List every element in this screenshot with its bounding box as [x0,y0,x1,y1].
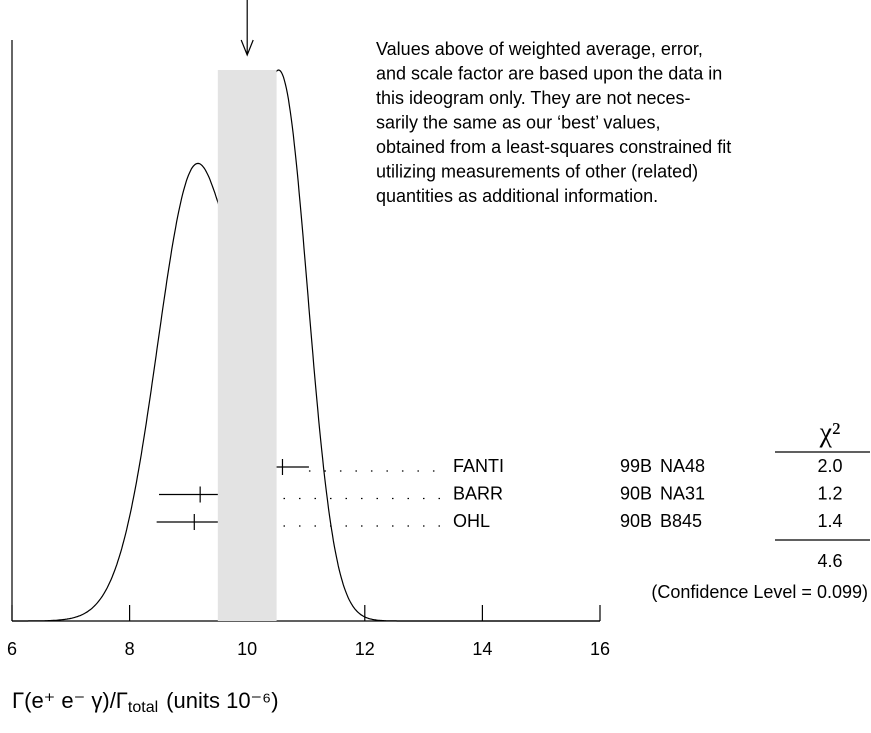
x-label-main: Γ(e⁺ e⁻ γ)/Γ [12,688,128,713]
average-arrow [240,0,254,57]
measurement-name: FANTI [453,456,504,476]
x-tick-label: 12 [355,639,375,659]
measurement-name: BARR [453,483,503,503]
note-line: this ideogram only. They are not neces- [376,88,691,108]
measurement-reference: 90B [620,511,652,531]
x-label-units: (units 10⁻⁶) [166,688,278,713]
note-line: quantities as additional information. [376,186,658,206]
x-tick-label: 10 [237,639,257,659]
x-tick-label: 6 [7,639,17,659]
x-tick-label: 14 [472,639,492,659]
x-tick-label: 8 [125,639,135,659]
note-line: obtained from a least-squares constraine… [376,137,731,157]
note-line: Values above of weighted average, error, [376,39,703,59]
measurement-chi2: 1.2 [817,483,842,503]
measurement-experiment: NA31 [660,483,705,503]
average-band [217,70,277,621]
note-line: utilizing measurements of other (related… [376,161,698,181]
measurement-reference: 99B [620,456,652,476]
chi2-total: 4.6 [817,551,842,571]
measurement-experiment: B845 [660,511,702,531]
x-axis-label: Γ(e⁺ e⁻ γ)/Γtotal (units 10⁻⁶) [12,688,279,716]
measurement-chi2: 2.0 [817,456,842,476]
measurement-reference: 90B [620,483,652,503]
confidence-level: (Confidence Level = 0.099) [651,582,868,602]
chi2-header: χ² [819,417,841,448]
measurement-chi2: 1.4 [817,511,842,531]
x-tick-label: 16 [590,639,610,659]
x-label-sub: total [128,699,158,716]
note-line: sarily the same as our ‘best’ values, [376,112,660,132]
ideogram-curve [12,69,600,622]
note-line: and scale factor are based upon the data… [376,63,722,83]
measurement-experiment: NA48 [660,456,705,476]
measurement-name: OHL [453,511,490,531]
